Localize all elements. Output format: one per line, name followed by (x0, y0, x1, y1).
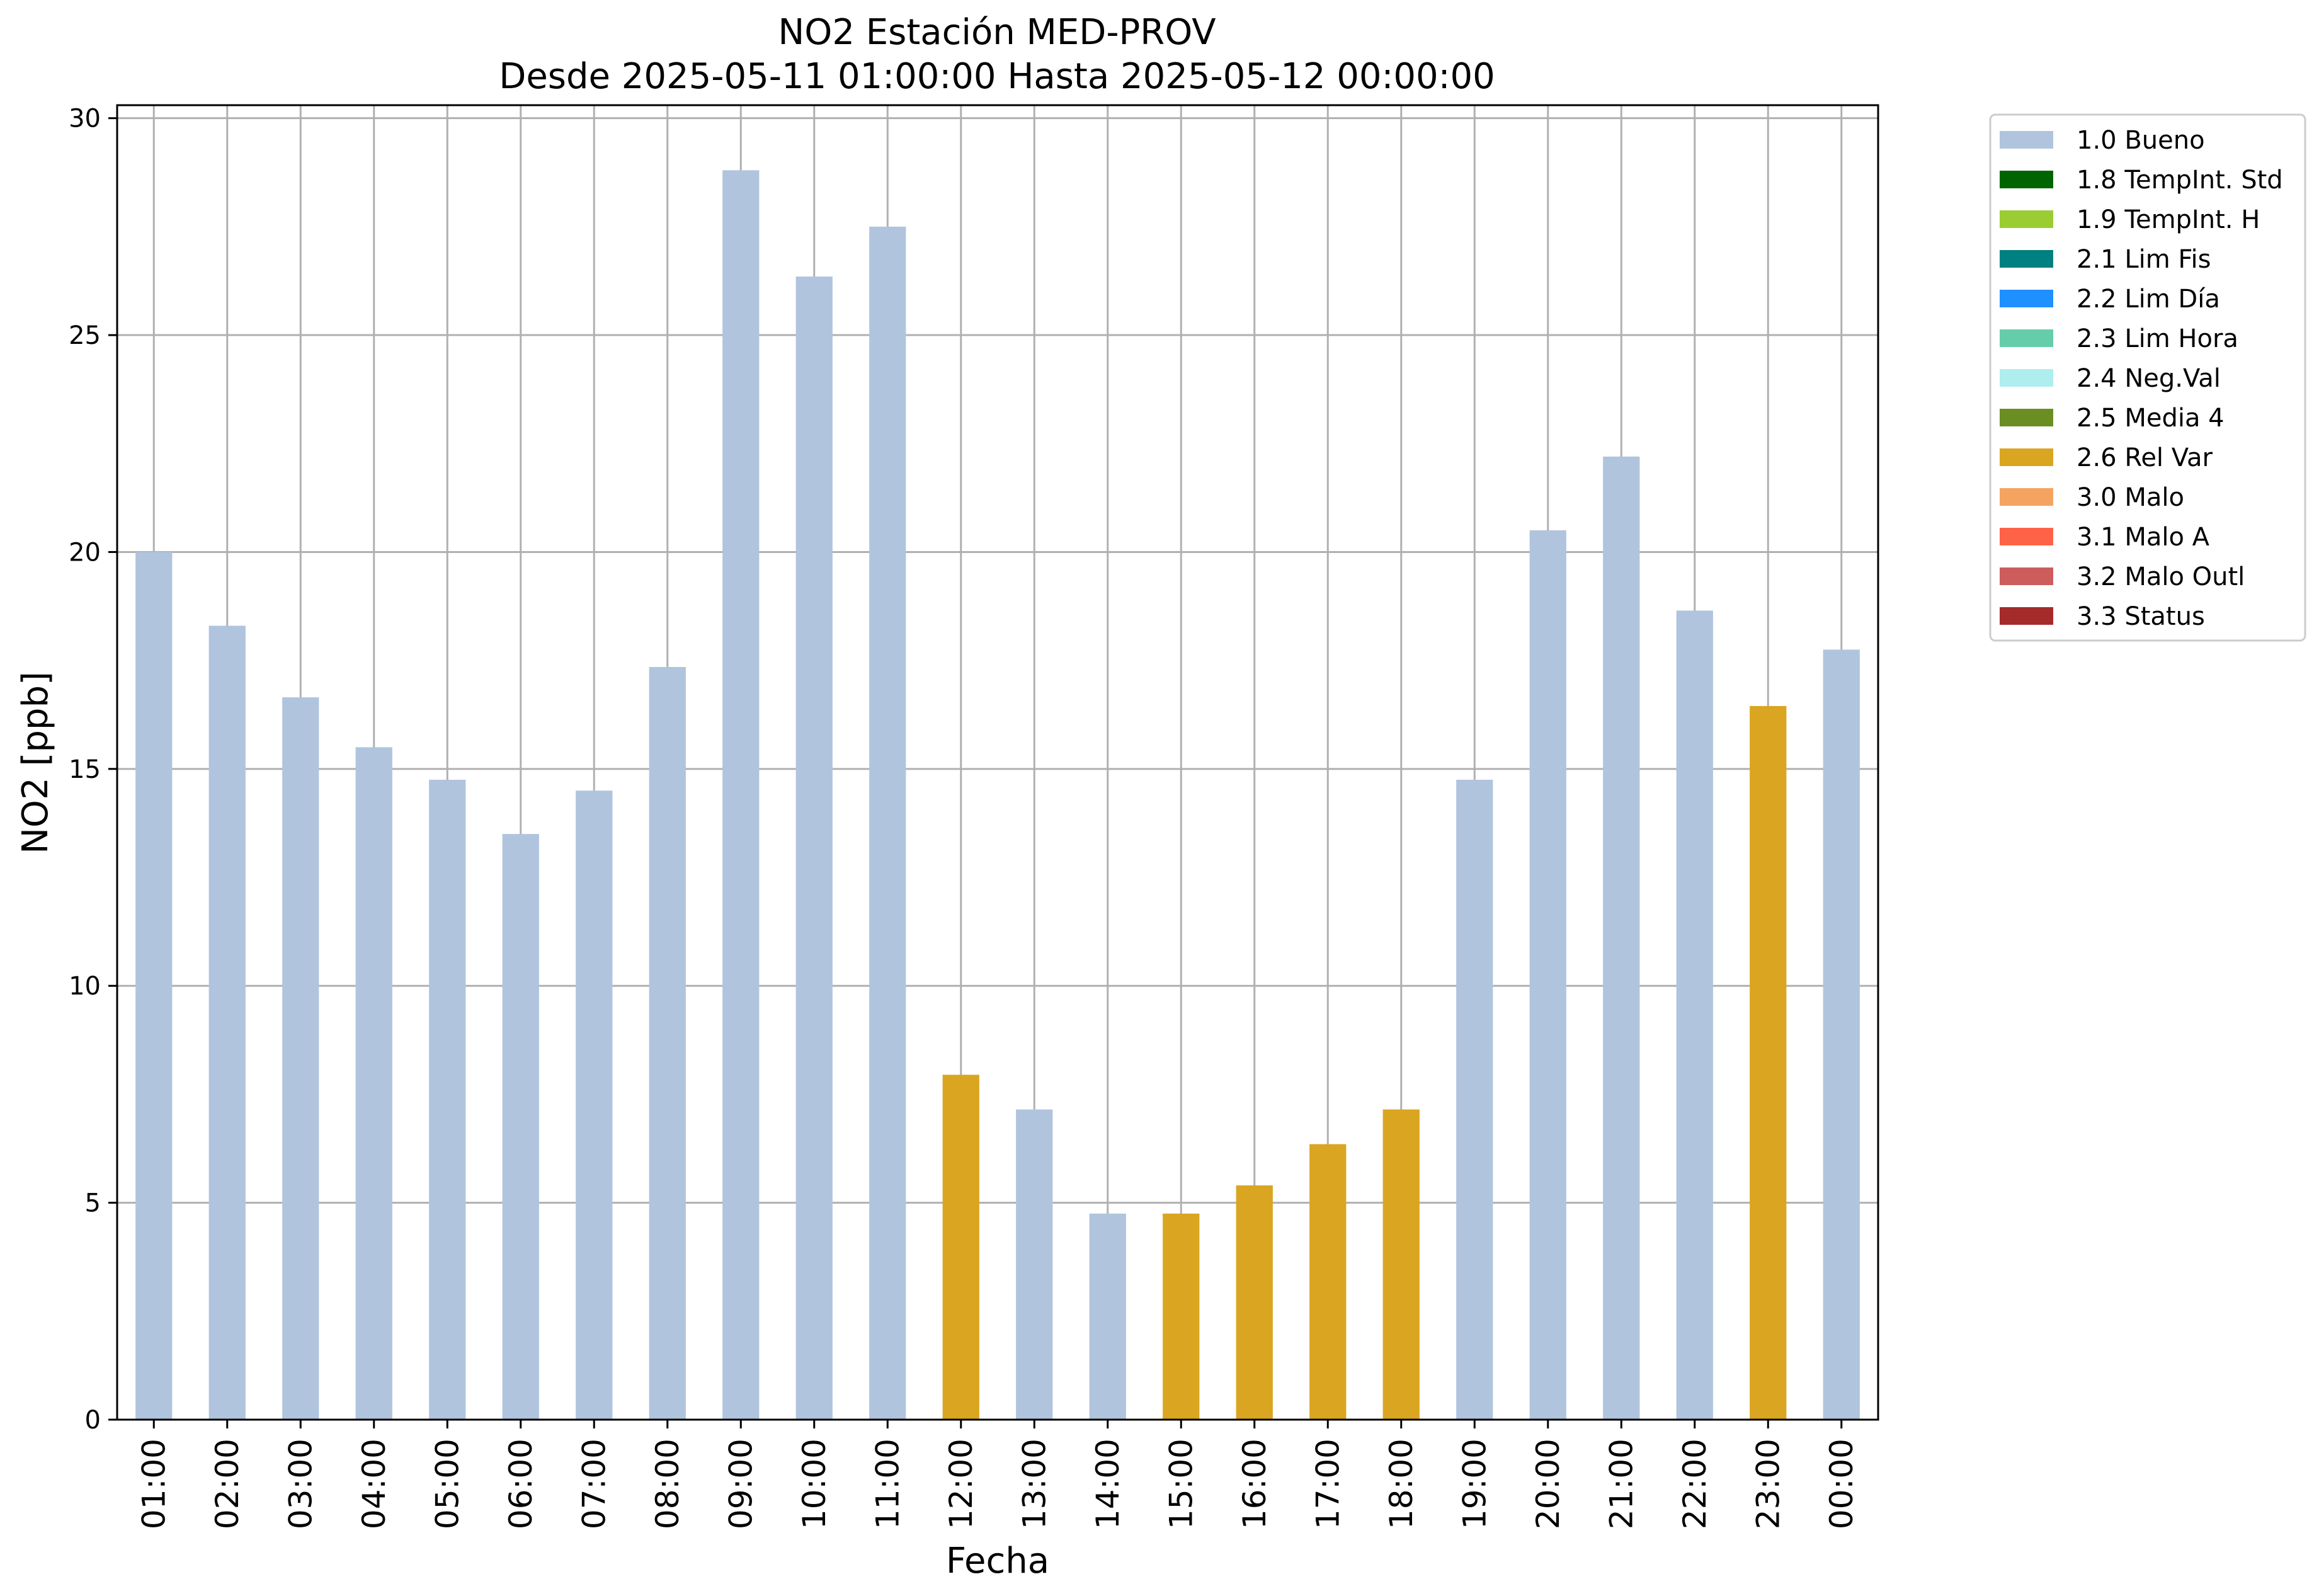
x-tick-label: 11:00 (869, 1439, 906, 1529)
x-tick-label: 22:00 (1677, 1439, 1713, 1529)
bar-12:00 (942, 1074, 979, 1420)
x-tick-label: 14:00 (1090, 1439, 1126, 1529)
x-tick-label: 05:00 (429, 1439, 465, 1529)
legend-swatch (2000, 131, 2053, 149)
bar-00:00 (1823, 649, 1860, 1420)
x-axis: 01:00 02:00 03:00 04:00 05:00 06:00 07:00 08:00… (135, 1420, 1860, 1529)
x-tick-label: 03:00 (282, 1439, 319, 1529)
x-tick-label: 06:00 (503, 1439, 539, 1529)
plot-frame (116, 104, 1879, 1421)
legend-label: 2.1 Lim Fis (2077, 245, 2211, 274)
chart-subtitle: Desde 2025-05-11 01:00:00 Hasta 2025-05-… (499, 56, 1495, 97)
y-tick-label: 25 (69, 321, 101, 350)
x-tick-label: 02:00 (209, 1439, 246, 1529)
bar-21:00 (1603, 456, 1640, 1420)
bar-03:00 (282, 697, 319, 1420)
legend-label: 2.6 Rel Var (2077, 443, 2213, 472)
bar-13:00 (1016, 1109, 1053, 1420)
y-tick-label: 20 (69, 538, 101, 567)
x-tick-label: 04:00 (356, 1439, 392, 1529)
legend-swatch (2000, 528, 2053, 545)
x-tick-label: 12:00 (943, 1439, 979, 1529)
legend-label: 2.4 Neg.Val (2077, 364, 2221, 393)
y-tick-label: 5 (85, 1189, 101, 1218)
legend-swatch (2000, 290, 2053, 307)
bar-17:00 (1309, 1144, 1347, 1420)
y-tick-label: 15 (69, 755, 101, 784)
legend-swatch (2000, 210, 2053, 228)
legend-swatch (2000, 250, 2053, 268)
bar-07:00 (576, 790, 613, 1420)
legend-swatch (2000, 488, 2053, 506)
bar-05:00 (429, 780, 466, 1420)
legend-label: 2.5 Media 4 (2077, 404, 2225, 433)
y-tick-label: 30 (69, 105, 101, 134)
legend-label: 3.3 Status (2077, 602, 2205, 631)
x-tick-label: 08:00 (649, 1439, 686, 1529)
bar-08:00 (649, 666, 686, 1420)
y-axis: 0 5 10 15 20 25 30 (69, 105, 117, 1435)
bar-04:00 (355, 747, 392, 1420)
x-tick-label: 07:00 (576, 1439, 612, 1529)
x-tick-label: 10:00 (796, 1439, 833, 1529)
y-tick-label: 10 (69, 972, 101, 1001)
bar-14:00 (1089, 1213, 1126, 1420)
bar-23:00 (1750, 705, 1787, 1420)
bar-19:00 (1456, 780, 1493, 1420)
x-tick-label: 13:00 (1016, 1439, 1052, 1529)
x-tick-label: 16:00 (1236, 1439, 1273, 1529)
bar-09:00 (722, 170, 760, 1420)
x-tick-label: 21:00 (1603, 1439, 1639, 1529)
bar-02:00 (208, 625, 246, 1420)
legend-label: 2.2 Lim Día (2077, 285, 2220, 314)
bar-01:00 (135, 552, 173, 1420)
legend-swatch (2000, 567, 2053, 585)
legend-swatch (2000, 171, 2053, 188)
legend: 1.0 Bueno 1.8 TempInt. Std 1.9 TempInt. H 2… (1989, 113, 2306, 642)
legend-swatch (2000, 369, 2053, 387)
x-tick-label: 15:00 (1163, 1439, 1199, 1529)
legend-label: 2.3 Lim Hora (2077, 324, 2238, 353)
bar-15:00 (1163, 1213, 1200, 1420)
x-tick-label: 17:00 (1309, 1439, 1346, 1529)
bar-10:00 (795, 276, 833, 1420)
bar-22:00 (1676, 610, 1713, 1420)
legend-swatch (2000, 409, 2053, 426)
x-tick-label: 19:00 (1456, 1439, 1493, 1529)
legend-label: 3.0 Malo (2077, 483, 2184, 512)
x-tick-label: 09:00 (722, 1439, 759, 1529)
legend-label: 3.1 Malo A (2077, 523, 2210, 552)
legend-label: 1.0 Bueno (2077, 126, 2205, 155)
x-axis-label: Fecha (946, 1541, 1049, 1582)
legend-swatch (2000, 329, 2053, 347)
x-tick-label: 00:00 (1823, 1439, 1860, 1529)
bar-16:00 (1236, 1185, 1273, 1420)
x-tick-label: 18:00 (1383, 1439, 1420, 1529)
bar-06:00 (502, 834, 539, 1420)
legend-label: 1.9 TempInt. H (2077, 205, 2260, 234)
legend-frame (1989, 113, 2306, 642)
x-tick-label: 01:00 (135, 1439, 172, 1529)
legend-swatch (2000, 607, 2053, 625)
bars (135, 170, 1860, 1420)
y-tick-label: 0 (85, 1406, 101, 1435)
legend-label: 1.8 TempInt. Std (2077, 166, 2283, 195)
chart-title: NO2 Estación MED-PROV (778, 12, 1216, 53)
bar-20:00 (1529, 530, 1566, 1420)
y-axis-label: NO2 [ppb] (15, 671, 56, 854)
bar-11:00 (869, 226, 906, 1420)
legend-label: 3.2 Malo Outl (2077, 562, 2245, 591)
x-tick-label: 20:00 (1530, 1439, 1566, 1529)
bar-18:00 (1382, 1109, 1420, 1420)
legend-swatch (2000, 448, 2053, 466)
x-tick-label: 23:00 (1750, 1439, 1786, 1529)
